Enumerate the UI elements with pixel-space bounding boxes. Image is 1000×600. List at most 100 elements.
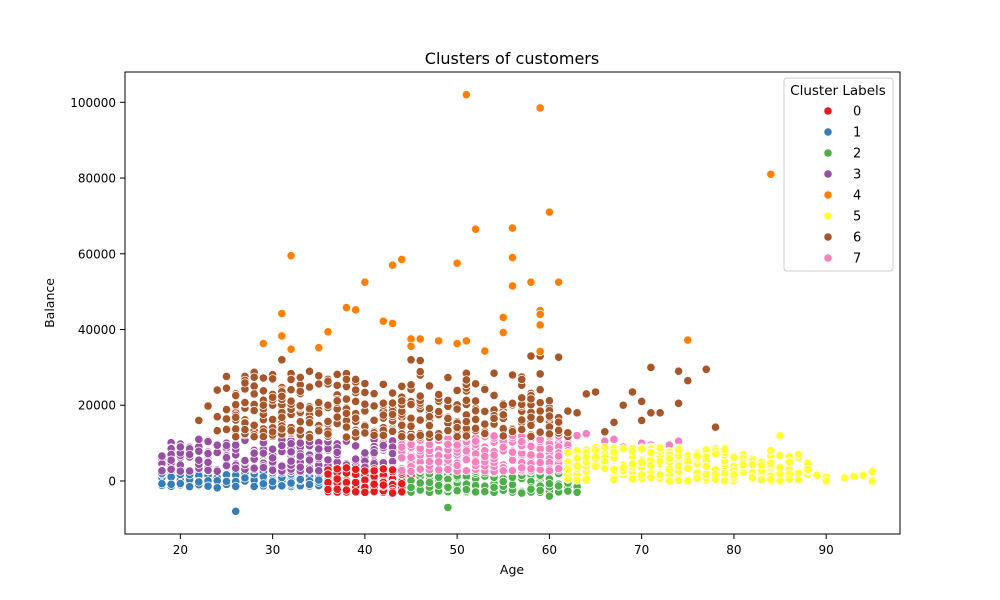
legend-items: 0 1 2 3 4 5 6 7	[823, 105, 861, 267]
cluster-6-point	[212, 385, 222, 395]
cluster-6-point	[277, 355, 287, 365]
cluster-5-point	[867, 466, 877, 477]
cluster-4-point	[286, 344, 296, 354]
cluster-7-point	[526, 450, 536, 460]
cluster-6-point	[258, 400, 268, 410]
legend-marker	[823, 127, 833, 137]
cluster-6-point	[517, 393, 527, 403]
x-axis-label: Age	[500, 562, 524, 577]
cluster-6-point	[443, 426, 453, 436]
cluster-4-point	[470, 224, 481, 234]
cluster-5-point	[664, 464, 674, 475]
cluster-6-point	[406, 421, 416, 431]
cluster-0-point	[387, 488, 398, 498]
cluster-7-point	[443, 464, 453, 475]
cluster-6-point	[424, 403, 435, 414]
cluster-6-point	[554, 352, 564, 362]
cluster-4-point	[498, 312, 508, 322]
cluster-4-point	[683, 335, 693, 345]
cluster-6-point	[470, 406, 481, 416]
cluster-6-point	[581, 389, 591, 399]
cluster-6-point	[240, 397, 250, 408]
cluster-2-point	[526, 484, 536, 494]
cluster-5-point	[692, 473, 702, 483]
cluster-5-point	[572, 453, 582, 463]
cluster-3-point	[203, 436, 213, 447]
cluster-6-point	[618, 400, 628, 410]
cluster-6-point	[304, 432, 315, 442]
cluster-3-point	[249, 463, 259, 473]
cluster-6-point	[378, 430, 388, 440]
cluster-1-point	[221, 476, 232, 486]
cluster-6-point	[517, 424, 527, 435]
cluster-6-point	[387, 426, 398, 436]
cluster-6-point	[194, 415, 204, 425]
cluster-6-point	[424, 412, 435, 422]
cluster-6-point	[369, 430, 379, 440]
cluster-6-point	[507, 370, 518, 380]
cluster-7-point	[397, 465, 407, 476]
cluster-6-point	[268, 414, 278, 425]
cluster-0-point	[323, 484, 333, 495]
cluster-6-point	[710, 422, 721, 432]
cluster-6-point	[240, 378, 250, 388]
cluster-4-point	[323, 327, 333, 337]
cluster-6-point	[304, 382, 315, 392]
cluster-3-point	[203, 465, 213, 475]
cluster-3-point	[212, 440, 222, 450]
cluster-6-point	[341, 408, 352, 418]
x-tick-label: 40	[357, 543, 372, 557]
cluster-4-point	[387, 260, 398, 270]
cluster-5-point	[637, 470, 647, 480]
cluster-6-point	[424, 381, 435, 391]
cluster-6-point	[526, 351, 536, 361]
cluster-5-point	[627, 446, 638, 456]
cluster-6-point	[268, 374, 278, 384]
cluster-6-point	[351, 374, 361, 385]
cluster-7-point	[517, 437, 527, 447]
cluster-4-point	[341, 302, 352, 313]
cluster-0-point	[323, 469, 333, 479]
cluster-6-point	[609, 417, 619, 427]
cluster-6-point	[480, 428, 490, 439]
cluster-5-point	[581, 452, 591, 462]
cluster-6-point	[498, 400, 508, 410]
legend-label: 2	[853, 147, 861, 162]
cluster-6-point	[203, 401, 213, 411]
cluster-5-point	[747, 460, 757, 470]
cluster-5-point	[609, 447, 619, 457]
cluster-1-point	[212, 483, 222, 493]
cluster-6-point	[544, 411, 555, 421]
cluster-6-point	[470, 396, 481, 406]
cluster-5-point	[812, 470, 822, 480]
cluster-2-point	[415, 478, 425, 488]
cluster-6-point	[304, 366, 315, 376]
cluster-5-point	[692, 451, 702, 461]
cluster-5-point	[683, 463, 693, 474]
cluster-6-point	[646, 362, 656, 372]
cluster-6-point	[221, 424, 232, 435]
cluster-2-point	[489, 482, 499, 492]
cluster-2-point	[535, 485, 545, 496]
cluster-3-point	[351, 454, 361, 464]
cluster-6-point	[415, 415, 425, 425]
cluster-6-point	[295, 386, 305, 396]
cluster-2-point	[443, 502, 453, 513]
cluster-6-point	[268, 427, 278, 437]
cluster-5-point	[627, 459, 638, 469]
cluster-2-point	[470, 487, 481, 497]
cluster-4-point	[535, 346, 545, 357]
cluster-6-point	[517, 374, 527, 385]
x-tick-label: 70	[634, 543, 649, 557]
cluster-6-point	[231, 400, 241, 410]
cluster-0-point	[369, 466, 379, 476]
cluster-3-point	[249, 448, 259, 458]
cluster-6-point	[535, 427, 545, 437]
legend-label: 7	[853, 252, 861, 267]
cluster-5-point	[664, 454, 674, 464]
cluster-6-point	[470, 414, 481, 425]
cluster-5-point	[664, 476, 674, 486]
cluster-7-point	[507, 465, 518, 476]
cluster-1-point	[203, 481, 213, 491]
cluster-7-point	[507, 455, 518, 465]
